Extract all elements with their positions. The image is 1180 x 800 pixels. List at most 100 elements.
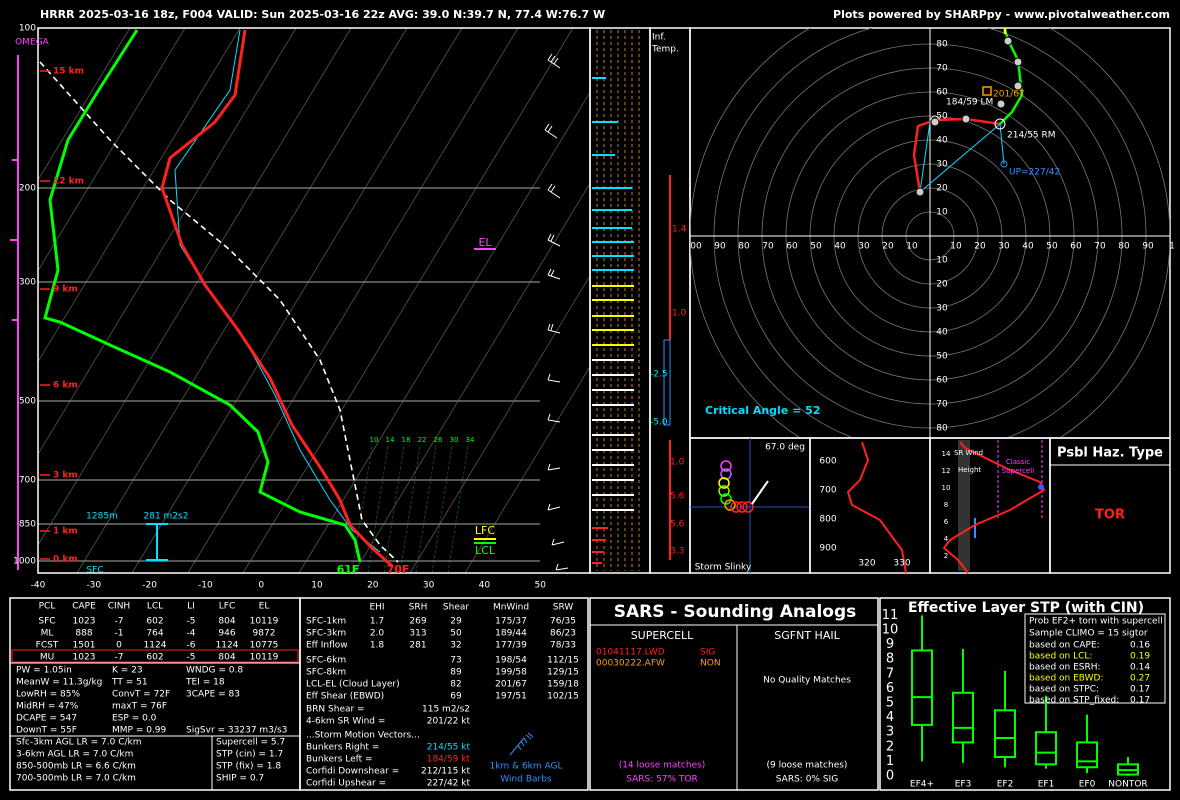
eff-base-label: 1285m — [86, 512, 118, 522]
wind-barbs — [547, 233, 561, 247]
ring-label: 60 — [936, 376, 948, 386]
temp-label: -20 — [142, 581, 157, 591]
hodograph-heights — [915, 36, 1023, 197]
isotherms — [38, 28, 297, 455]
mixing-label: 22 — [418, 436, 427, 444]
height-label: 12 km — [53, 177, 84, 187]
motion-label: Corfidi Upshear = — [306, 779, 386, 789]
stp-category: EF2 — [997, 780, 1014, 790]
height-ticks — [40, 70, 50, 560]
wind-barbs — [555, 563, 569, 571]
advection-label: 1.4 — [672, 225, 687, 235]
table-cell: 281 — [409, 641, 426, 651]
sars-result: SARS: 57% TOR — [626, 775, 698, 785]
stp-frame — [879, 597, 1171, 791]
index: maxT = 76F — [112, 702, 167, 712]
barb-icons — [509, 732, 534, 756]
stp-prob-label: based on CAPE: — [1029, 641, 1100, 651]
table-cell: 86/23 — [550, 629, 576, 639]
theta-e-temp: 330 — [893, 559, 910, 569]
mixing-lines — [447, 445, 469, 573]
table-header: LFC — [219, 602, 235, 612]
sars-header: SGFNT HAIL — [774, 629, 840, 642]
isotherms — [38, 28, 131, 181]
table-cell: 73 — [450, 656, 461, 666]
isotherms — [76, 28, 408, 573]
inflow-vector — [919, 121, 931, 193]
lapse-rate: 850-500mb LR = 6.6 C/km — [16, 762, 136, 772]
mean-wind — [982, 86, 992, 96]
table-cell: 112/15 — [547, 656, 579, 666]
table-cell: -7 — [115, 617, 124, 627]
index: MidRH = 47% — [16, 702, 79, 712]
motion-title: ...Storm Motion Vectors... — [306, 731, 420, 741]
wind-barbs — [547, 463, 561, 471]
skewt-background — [38, 28, 590, 573]
advection-label: 5.6 — [670, 520, 685, 530]
parcel-trace — [39, 61, 399, 563]
sars-match: 00030222.AFW — [596, 659, 665, 669]
param-label: 4-6km SR Wind = — [306, 717, 385, 727]
table-cell: Eff Inflow — [306, 641, 348, 651]
sars-title: SARS - Sounding Analogs — [614, 602, 856, 622]
kinematic-frame — [299, 597, 589, 791]
temp-label: -10 — [198, 581, 213, 591]
table-header: CINH — [108, 602, 130, 612]
lapse-rate: 700-500mb LR = 7.0 C/km — [16, 774, 136, 784]
barb-icons — [509, 732, 534, 756]
ring-label: 60 — [1070, 242, 1082, 252]
mean-wind-label: 201/67 — [993, 90, 1025, 100]
table-cell: 50 — [450, 629, 462, 639]
stp-prob-label: based on LCL: — [1029, 652, 1092, 662]
slinky-title: Storm Slinky — [695, 563, 752, 573]
table-header: EHI — [369, 603, 384, 613]
pressure-label: 850 — [19, 520, 36, 530]
composite: SHIP = 0.7 — [216, 774, 264, 784]
ring-label: 80 — [1118, 242, 1130, 252]
table-header: Shear — [443, 603, 469, 613]
theta-e-pressure: 800 — [819, 515, 836, 525]
isotherms — [353, 182, 590, 573]
sars-loose: (14 loose matches) — [619, 761, 706, 771]
advection-label: 1.0 — [672, 309, 687, 319]
wind-barbs — [547, 183, 561, 199]
table-cell: -1 — [115, 629, 124, 639]
slinky-rings — [720, 460, 732, 472]
isotherms — [298, 91, 590, 573]
sr-height: 2 — [944, 552, 948, 560]
mixing-lines — [399, 445, 421, 573]
advection-label: 1.0 — [670, 458, 685, 468]
lapse-rate: 3-6km AGL LR = 7.0 C/km — [16, 750, 133, 760]
hazard-type: TOR — [1095, 508, 1125, 523]
table-cell: 602 — [146, 653, 163, 663]
composite: STP (fix) = 1.8 — [216, 762, 281, 772]
table-cell: 76/35 — [550, 617, 576, 627]
theta-e-trace — [846, 441, 907, 574]
pressure-label: 100 — [19, 24, 36, 34]
table-cell: 89 — [450, 668, 462, 678]
table-cell: 10119 — [250, 653, 279, 663]
isotherms — [464, 365, 590, 573]
slinky-angle: 67.0 deg — [765, 443, 805, 453]
classic-label: Supercell — [1002, 467, 1034, 475]
theta-e-pressure: 600 — [819, 457, 836, 467]
inflow-bars — [592, 77, 634, 564]
index: TT = 51 — [111, 678, 148, 688]
stp-ytick: 9 — [886, 637, 894, 652]
table-header: EL — [259, 602, 270, 612]
sr-height: 8 — [944, 501, 948, 509]
stp-ytick: 6 — [886, 681, 894, 696]
hodograph-heights — [915, 187, 925, 197]
credit: Plots powered by SHARPpy - www.pivotalwe… — [833, 8, 1170, 21]
sars-frame — [589, 597, 879, 791]
mixing-label: 26 — [434, 436, 443, 444]
mixing-lines — [367, 445, 389, 573]
ring-label: 40 — [1022, 242, 1034, 252]
index: MeanW = 11.3g/kg — [16, 678, 102, 688]
hodograph-heights — [1003, 36, 1013, 46]
sr-wind-marker — [1038, 484, 1044, 490]
height-label: 0 km — [53, 555, 78, 565]
table-cell: 1501 — [73, 641, 96, 651]
lapse-rate: Sfc-3km AGL LR = 7.0 C/km — [16, 738, 142, 748]
sr-height: 6 — [944, 518, 949, 526]
